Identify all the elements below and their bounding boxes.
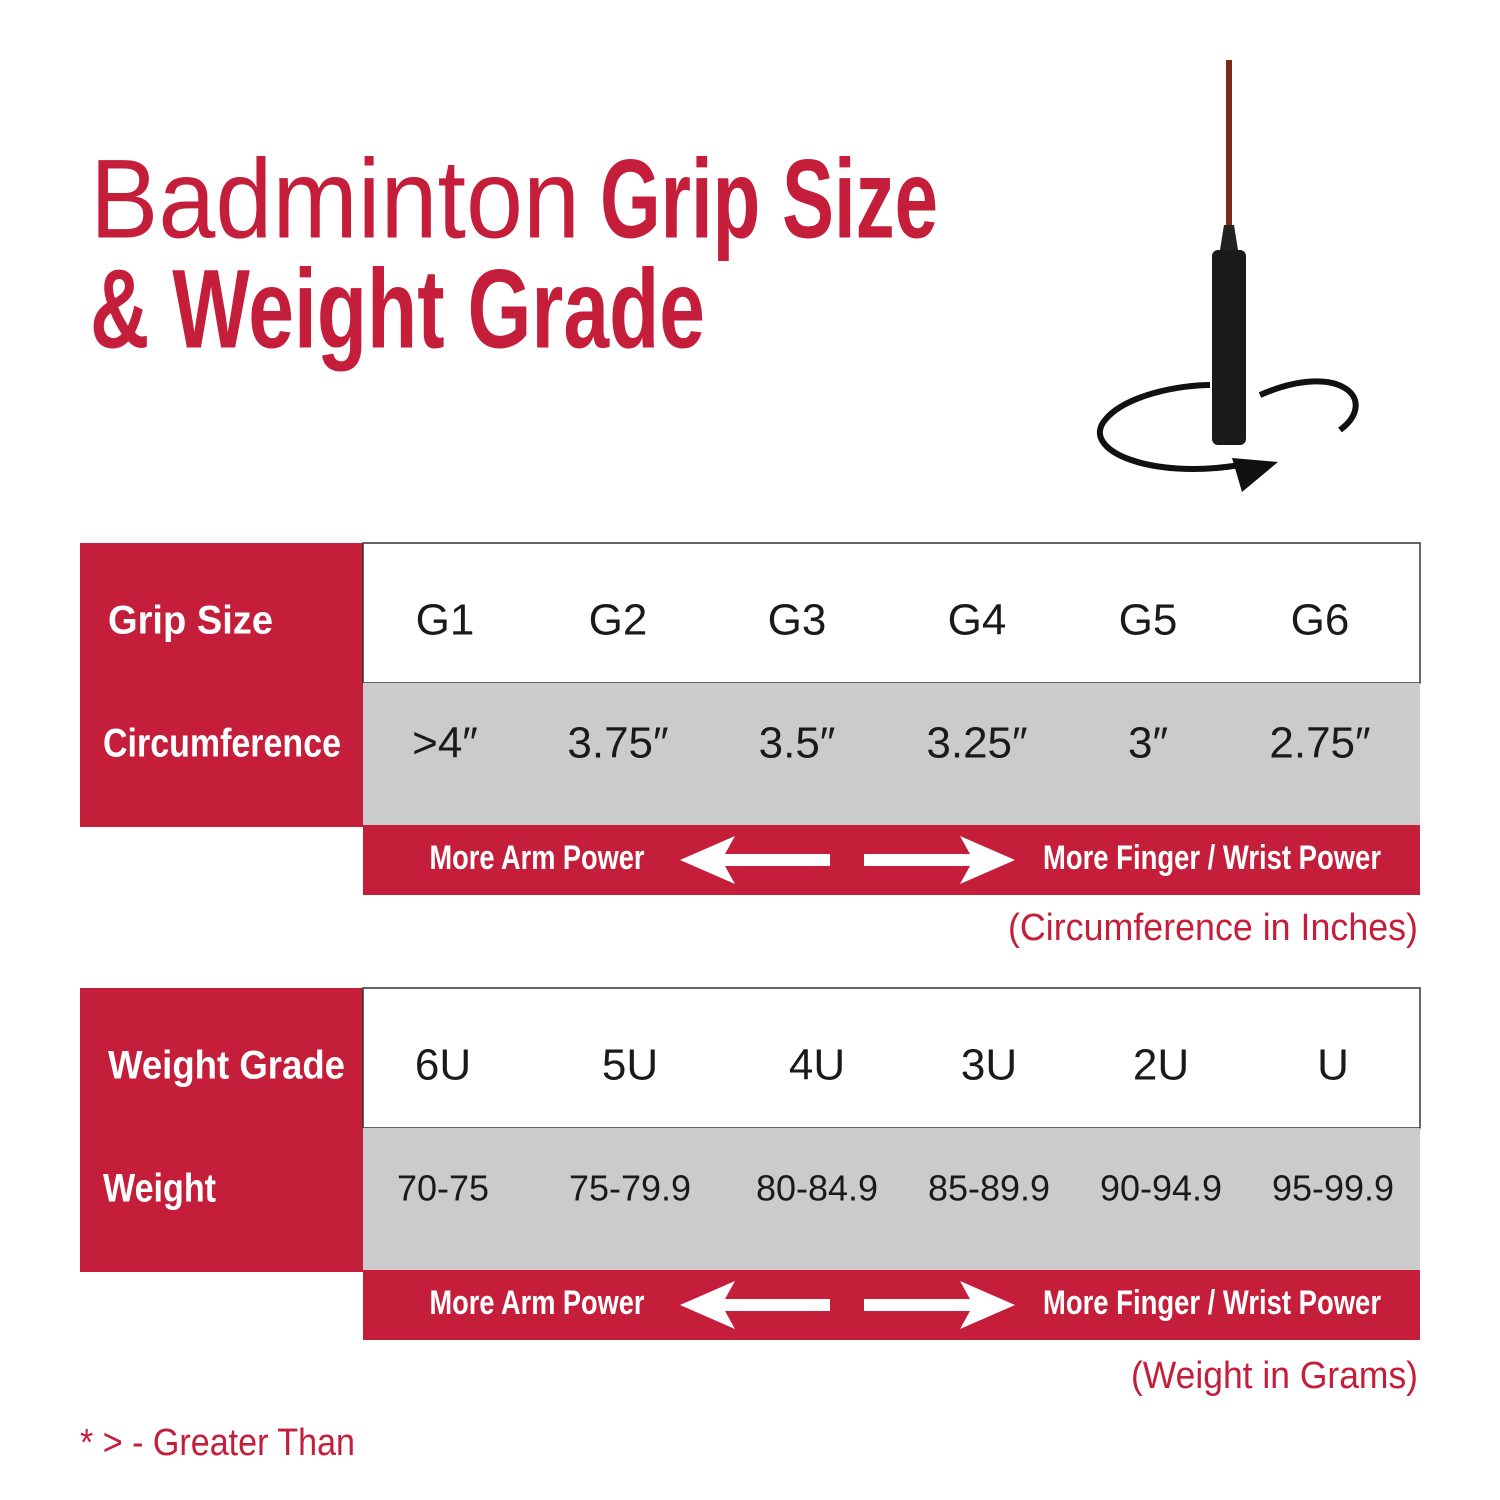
cell-value: 80-84.9 xyxy=(756,1168,878,1209)
title-line2: & Weight Grade xyxy=(90,247,705,372)
cell-value: 3.75″ xyxy=(567,719,668,768)
cell-value: 85-89.9 xyxy=(928,1168,1050,1209)
power-left: More Arm Power xyxy=(430,839,645,877)
column-header: 4U xyxy=(789,1041,845,1090)
arrow-left xyxy=(680,836,830,884)
header-row xyxy=(362,987,1421,1129)
column-header: G3 xyxy=(768,596,827,645)
cell-value: 70-75 xyxy=(397,1168,489,1209)
cell-value: 3.25″ xyxy=(926,719,1027,768)
cell-value: 3″ xyxy=(1128,719,1168,768)
row-label: Circumference xyxy=(103,722,341,766)
arrow-left xyxy=(680,1281,830,1329)
cell-value: 2.75″ xyxy=(1269,719,1370,768)
column-header: G6 xyxy=(1291,596,1350,645)
column-header: G1 xyxy=(416,596,475,645)
column-header: G2 xyxy=(589,596,648,645)
unit-note: (Weight in Grams) xyxy=(1131,1355,1418,1397)
column-header: 2U xyxy=(1133,1041,1189,1090)
header-label: Grip Size xyxy=(108,599,273,643)
cell-value: 95-99.9 xyxy=(1272,1168,1394,1209)
column-header: 3U xyxy=(961,1041,1017,1090)
header-label: Weight Grade xyxy=(108,1044,345,1088)
cell-value: 3.5″ xyxy=(759,719,836,768)
label-block xyxy=(80,543,363,827)
value-row xyxy=(363,1128,1420,1270)
power-right: More Finger / Wrist Power xyxy=(1043,1284,1381,1322)
title-bold: Grip Size xyxy=(600,137,938,262)
racket-icon xyxy=(1096,60,1359,492)
label-block xyxy=(80,988,363,1272)
value-row xyxy=(363,683,1420,825)
column-header: U xyxy=(1317,1041,1349,1090)
column-header: G5 xyxy=(1119,596,1178,645)
power-left: More Arm Power xyxy=(430,1284,645,1322)
title-light: Badminton xyxy=(90,137,580,262)
cell-value: >4″ xyxy=(412,719,478,768)
column-header: G4 xyxy=(948,596,1007,645)
column-header: 6U xyxy=(415,1041,471,1090)
arrow-right xyxy=(864,836,1015,884)
cell-value: 90-94.9 xyxy=(1100,1168,1222,1209)
header-row xyxy=(362,542,1421,684)
unit-note: (Circumference in Inches) xyxy=(1008,907,1418,949)
cell-value: 75-79.9 xyxy=(569,1168,691,1209)
footnote: * > - Greater Than xyxy=(80,1422,355,1464)
row-label: Weight xyxy=(103,1167,216,1211)
column-header: 5U xyxy=(602,1041,658,1090)
arrow-right xyxy=(864,1281,1015,1329)
power-right: More Finger / Wrist Power xyxy=(1043,839,1381,877)
